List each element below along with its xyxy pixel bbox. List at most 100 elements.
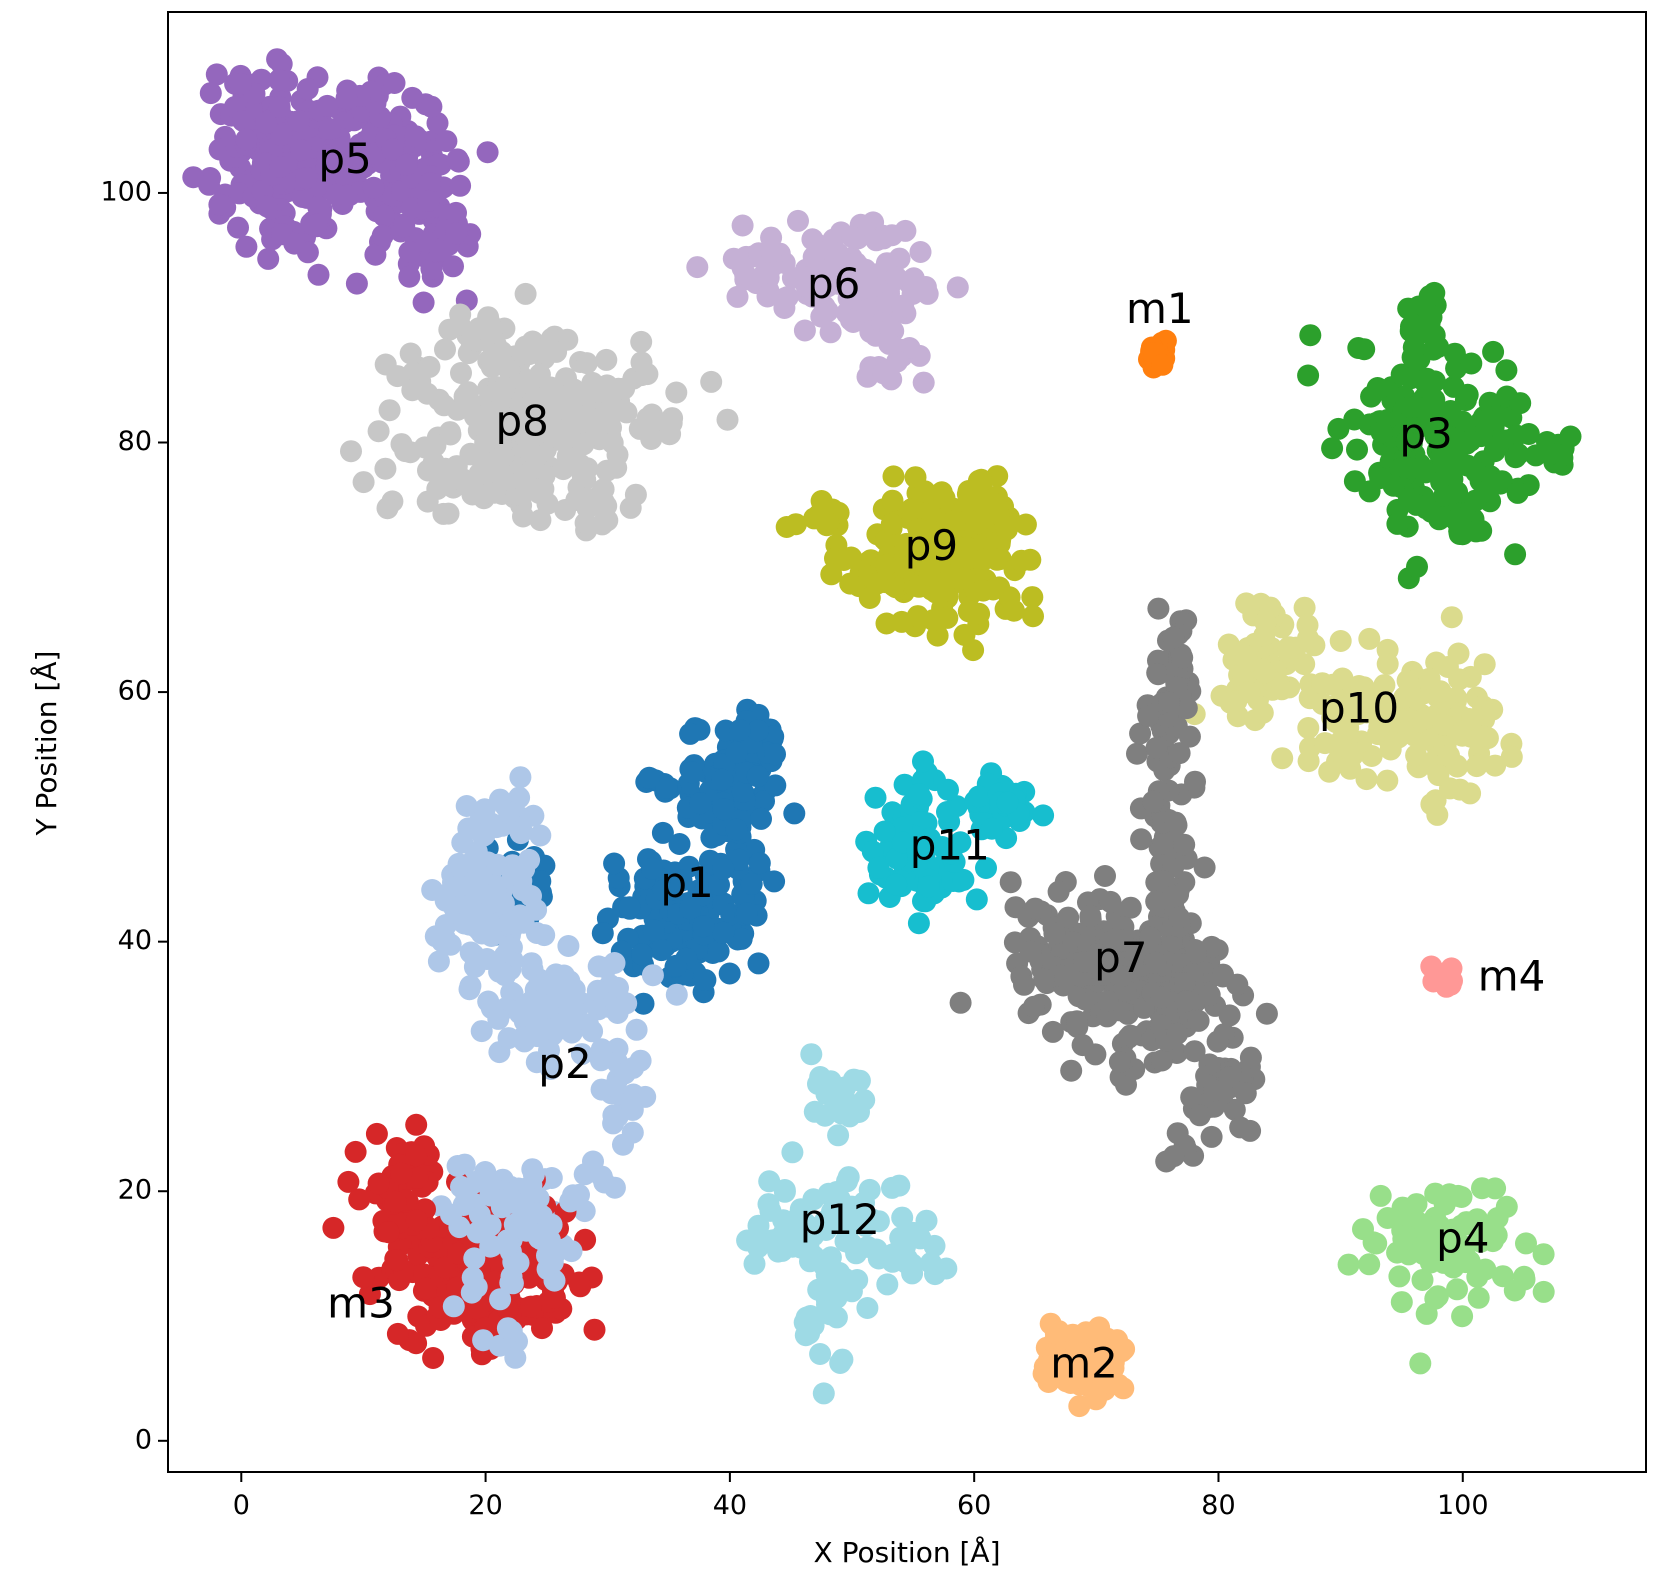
data-point (1327, 417, 1350, 440)
data-point (1253, 661, 1276, 684)
data-point (479, 1214, 502, 1237)
data-point (1335, 694, 1358, 717)
data-point (520, 885, 542, 907)
data-point (592, 478, 615, 501)
data-point (1293, 653, 1316, 676)
data-point (429, 239, 452, 262)
data-point (1057, 906, 1080, 929)
data-point (455, 795, 478, 817)
data-point (1473, 653, 1496, 676)
data-point (700, 370, 723, 393)
data-point (434, 338, 456, 361)
data-point (470, 1020, 493, 1043)
series-m4 (1420, 955, 1463, 998)
cluster-label-p11: p11 (910, 821, 990, 870)
data-point (1471, 725, 1494, 748)
data-point (1539, 442, 1561, 465)
data-point (857, 882, 880, 905)
data-point (606, 1002, 629, 1024)
data-point (1255, 1002, 1278, 1025)
data-point (345, 272, 368, 295)
data-point (1432, 409, 1455, 431)
data-point (1187, 1009, 1210, 1032)
data-point (559, 1190, 582, 1213)
data-point (1432, 713, 1454, 736)
data-point (352, 471, 375, 494)
data-point (450, 362, 472, 384)
data-point (944, 509, 967, 532)
data-point (891, 294, 914, 317)
data-point (881, 1176, 903, 1199)
data-point (1491, 432, 1514, 455)
data-point (1043, 922, 1066, 945)
x-tick-label: 60 (957, 1490, 991, 1521)
data-point (1014, 513, 1037, 536)
data-point (902, 267, 925, 290)
data-point (1406, 555, 1428, 578)
data-point (840, 1195, 863, 1218)
data-point (1234, 1082, 1257, 1105)
y-axis: 0 20 40 60 80 100 (100, 176, 168, 1455)
data-point (1147, 597, 1170, 620)
data-point (514, 335, 537, 358)
data-point (496, 1234, 519, 1257)
data-point (665, 954, 688, 977)
data-point (504, 1346, 527, 1369)
data-point (819, 1246, 842, 1269)
data-point (478, 312, 501, 335)
data-point (621, 1121, 644, 1144)
data-point (686, 256, 709, 279)
data-point (1326, 712, 1349, 734)
data-point (836, 1170, 858, 1193)
data-point (882, 465, 905, 488)
data-point (374, 457, 397, 480)
data-point (458, 978, 481, 1001)
data-point (718, 962, 741, 985)
data-point (958, 547, 981, 570)
data-point (1147, 663, 1170, 686)
data-point (1504, 543, 1527, 566)
data-point (1200, 1125, 1223, 1148)
data-point (1021, 586, 1044, 609)
data-point (1401, 346, 1424, 369)
data-point (846, 1269, 869, 1291)
data-point (1229, 1116, 1252, 1139)
data-point (1365, 1232, 1388, 1255)
series-p7 (949, 597, 1278, 1173)
data-point (586, 979, 609, 1002)
data-point (480, 925, 503, 947)
data-point (539, 376, 562, 399)
data-point (405, 1144, 428, 1167)
data-point (726, 285, 749, 308)
data-point (1079, 905, 1102, 928)
data-point (398, 241, 421, 263)
data-point (636, 407, 659, 430)
data-point (554, 499, 577, 521)
data-point (235, 128, 258, 151)
data-point (783, 802, 806, 825)
data-point (923, 1234, 946, 1257)
data-point (1145, 890, 1168, 913)
data-point (689, 792, 712, 815)
data-point (1329, 630, 1352, 652)
data-point (1440, 606, 1463, 629)
data-point (1293, 596, 1316, 619)
data-point (747, 952, 770, 975)
data-point (820, 563, 843, 586)
data-point (641, 964, 664, 987)
data-point (1369, 467, 1392, 490)
data-point (1108, 1051, 1131, 1073)
data-point (1277, 636, 1300, 659)
data-point (501, 1272, 524, 1295)
data-point (1188, 1104, 1211, 1127)
data-point (764, 774, 787, 797)
data-point (1456, 383, 1479, 406)
x-tick-label: 40 (713, 1490, 747, 1521)
data-point (728, 719, 751, 742)
data-point (450, 1175, 472, 1198)
data-point (638, 766, 661, 789)
data-point (367, 1172, 390, 1195)
data-point (1366, 377, 1389, 399)
data-point (473, 798, 496, 821)
